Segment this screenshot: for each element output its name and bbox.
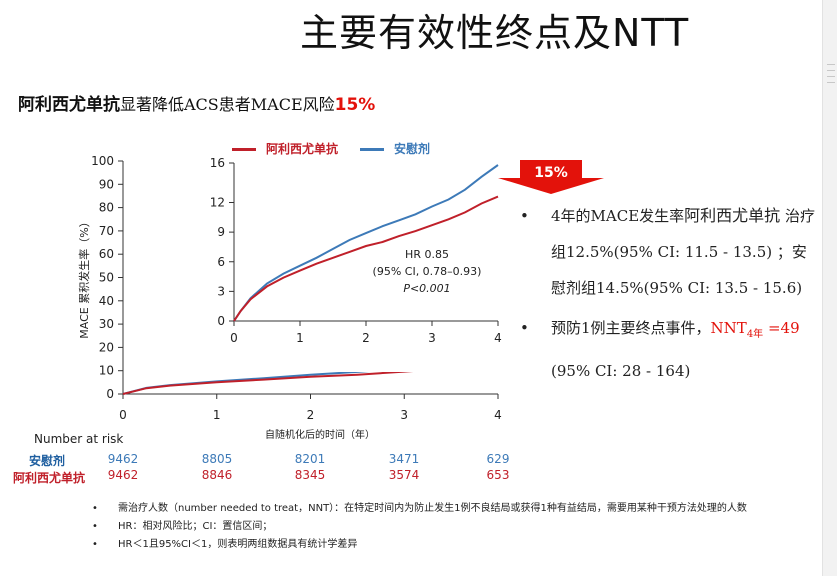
reduction-arrow-label: 15% xyxy=(534,165,568,181)
main-y-tick-label: 30 xyxy=(99,317,114,331)
footnote-text: HR＜1且95%CI＜1，则表明两组数据具有统计学差异 xyxy=(118,539,358,550)
nnt-value: =49 xyxy=(767,319,800,337)
edge-tick xyxy=(827,76,835,77)
legend-placebo-swatch xyxy=(360,148,384,151)
footnotes: • 需治疗人数（number needed to treat，NNT）：在特定时间… xyxy=(92,500,837,554)
inset-series-line xyxy=(233,195,499,322)
risk-cell-drug: 653 xyxy=(486,468,510,482)
subtitle: 阿利西尤单抗显著降低ACS患者MACE风险15% xyxy=(18,90,375,115)
subtitle-drug: 阿利西尤单抗 xyxy=(18,95,120,115)
legend-drug-label: 阿利西尤单抗 xyxy=(266,142,339,156)
legend-drug-swatch xyxy=(232,148,256,151)
nnt-label: NNT xyxy=(710,319,747,337)
footnote-text: 需治疗人数（number needed to treat，NNT）：在特定时间内… xyxy=(118,503,747,514)
edge-tick xyxy=(827,70,835,71)
finding-item: • 4年的MACE发生率阿利西尤单抗 治疗组12.5%(95% CI: 11.5… xyxy=(520,198,820,306)
risk-table-title: Number at risk xyxy=(34,432,124,446)
finding-drug: 阿利西尤单抗 xyxy=(684,206,781,225)
main-x-tick-label: 0 xyxy=(119,408,127,422)
main-y-tick-label: 80 xyxy=(99,201,114,215)
legend-placebo-label: 安慰剂 xyxy=(394,142,431,156)
main-x-axis-label: 自随机化后的时间（年） xyxy=(265,428,375,441)
risk-cell-placebo: 3471 xyxy=(388,452,420,466)
finding-item: • 预防1例主要终点事件，NNT4年 =49 (95% CI: 28 - 164… xyxy=(520,310,820,389)
reduction-arrow: 15% xyxy=(498,160,604,194)
risk-cell-placebo: 629 xyxy=(486,452,510,466)
bullet-dot-icon: • xyxy=(520,319,529,337)
main-y-tick-label: 40 xyxy=(99,294,114,308)
bullet-dot-icon: • xyxy=(92,503,98,514)
main-y-tick-label: 10 xyxy=(99,364,114,378)
risk-drug-label: 阿利西尤单抗 xyxy=(13,471,86,485)
finding-text-2: 治疗组12.5%(95% CI: 11.5 - 13.5) ；安慰剂组14.5%… xyxy=(551,207,815,297)
legend-placebo: 安慰剂 xyxy=(360,140,430,157)
inset-x-tick-label: 3 xyxy=(428,331,436,345)
risk-cell-placebo: 8805 xyxy=(201,452,233,466)
nnt-ci: (95% CI: 28 - 164) xyxy=(551,362,691,380)
finding-text-1: 4年的MACE发生率 xyxy=(551,207,685,225)
risk-cell-drug: 3574 xyxy=(388,468,420,482)
inset-y-tick-label: 3 xyxy=(217,284,225,298)
inset-y-tick-label: 0 xyxy=(217,314,225,328)
footnote-item: • HR：相对风险比；CI：置信区间； xyxy=(92,518,837,536)
risk-cell-drug: 9462 xyxy=(107,468,139,482)
main-y-tick-label: 70 xyxy=(99,224,114,238)
main-y-tick-label: 60 xyxy=(99,247,114,261)
footnote-item: • HR＜1且95%CI＜1，则表明两组数据具有统计学差异 xyxy=(92,536,837,554)
main-x-tick-label: 4 xyxy=(494,408,502,422)
bullet-dot-icon: • xyxy=(92,539,98,550)
edge-tick xyxy=(827,82,835,83)
footnote-item: • 需治疗人数（number needed to treat，NNT）：在特定时间… xyxy=(92,500,837,518)
bullet-dot-icon: • xyxy=(92,521,98,532)
hr-p-value: P<0.001 xyxy=(403,282,451,295)
main-x-tick-label: 2 xyxy=(307,408,315,422)
legend-drug: 阿利西尤单抗 xyxy=(232,140,338,157)
inset-y-tick-label: 9 xyxy=(217,225,225,239)
bullet-dot-icon: • xyxy=(520,207,529,225)
main-y-tick-label: 90 xyxy=(99,177,114,191)
inset-y-tick-label: 16 xyxy=(210,156,225,170)
nnt-subscript: 4年 xyxy=(746,329,764,340)
inset-y-tick-label: 6 xyxy=(217,255,225,269)
risk-cell-placebo: 8201 xyxy=(294,452,326,466)
risk-placebo-label: 安慰剂 xyxy=(29,454,66,468)
window-right-edge xyxy=(822,0,837,576)
edge-tick xyxy=(827,64,835,65)
inset-y-tick-label: 12 xyxy=(210,196,225,210)
main-x-tick-label: 3 xyxy=(400,408,408,422)
main-y-tick-label: 0 xyxy=(106,387,114,401)
inset-x-tick-label: 2 xyxy=(362,331,370,345)
main-y-tick-label: 20 xyxy=(99,340,114,354)
main-y-tick-label: 50 xyxy=(99,271,114,285)
subtitle-percent: 15% xyxy=(334,95,376,115)
down-arrow-icon xyxy=(498,160,604,194)
main-y-tick-label: 100 xyxy=(91,154,114,168)
nnt-text-1: 预防1例主要终点事件， xyxy=(551,319,711,337)
hazard-ratio-annotation: HR 0.85 (95% CI, 0.78–0.93) P<0.001 xyxy=(372,246,482,297)
inset-x-tick-label: 1 xyxy=(296,331,304,345)
inset-background xyxy=(186,150,512,372)
slide-title: 主要有效性终点及NTT xyxy=(300,11,690,55)
hr-value: HR 0.85 xyxy=(405,248,449,261)
subtitle-text: 显著降低ACS患者MACE风险 xyxy=(120,95,335,114)
footnote-text: HR：相对风险比；CI：置信区间； xyxy=(118,521,273,532)
risk-cell-drug: 8846 xyxy=(201,468,233,482)
inset-series-line xyxy=(233,164,499,322)
hr-ci: (95% CI, 0.78–0.93) xyxy=(372,265,482,278)
risk-cell-drug: 8345 xyxy=(294,468,326,482)
main-x-tick-label: 1 xyxy=(213,408,221,422)
key-findings: • 4年的MACE发生率阿利西尤单抗 治疗组12.5%(95% CI: 11.5… xyxy=(520,198,820,389)
inset-x-tick-label: 4 xyxy=(494,331,502,345)
inset-x-tick-label: 0 xyxy=(230,331,238,345)
main-y-axis-label: MACE 累积发生率（%） xyxy=(77,216,91,338)
risk-cell-placebo: 9462 xyxy=(107,452,139,466)
